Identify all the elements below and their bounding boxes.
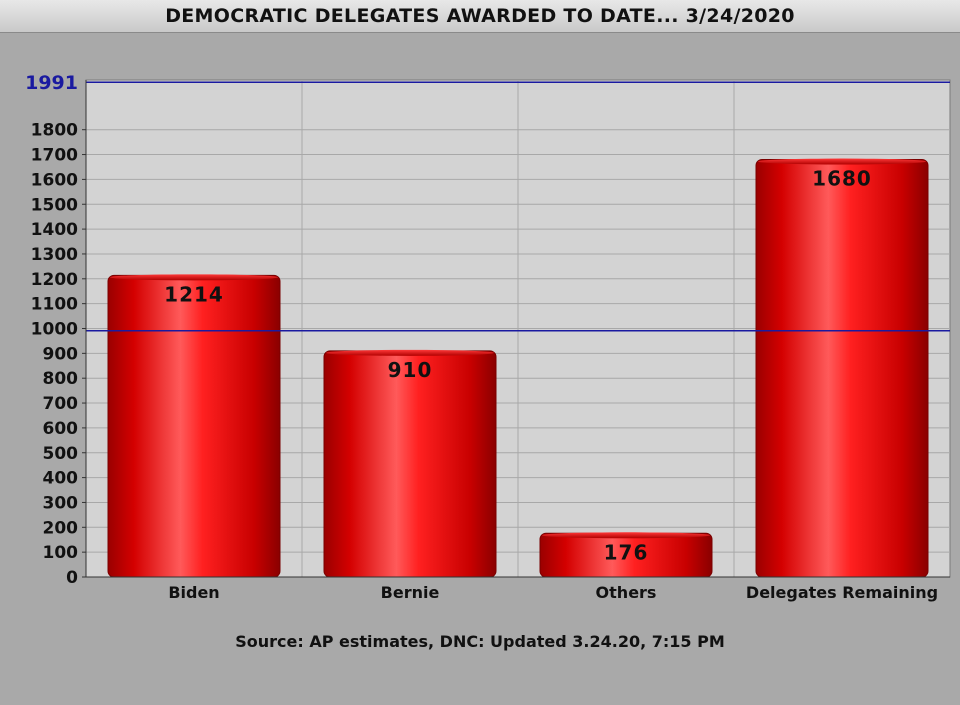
bar-biden (107, 274, 281, 578)
bar-cap (758, 158, 926, 165)
bar-cap (326, 349, 494, 356)
bar-value-label: 176 (604, 540, 649, 564)
y-tick-label: 400 (43, 469, 79, 489)
y-tick-label: 700 (43, 394, 79, 414)
y-tick-label: 600 (43, 419, 79, 439)
y-tick-label: 300 (43, 493, 79, 513)
y-tick-label: 1300 (31, 245, 78, 265)
x-category-label: Others (596, 583, 657, 602)
y-tick-label: 1600 (31, 170, 78, 190)
y-tick-label: 1700 (31, 146, 78, 166)
bar-cap (110, 274, 278, 281)
y-tick-label: 500 (43, 444, 79, 464)
y-tick-label: 0 (66, 568, 78, 588)
y-tick-label: 1100 (31, 295, 78, 315)
source-note: Source: AP estimates, DNC: Updated 3.24.… (235, 632, 725, 651)
y-tick-label: 200 (43, 518, 79, 538)
x-category-label: Biden (168, 583, 219, 602)
x-category-label: Delegates Remaining (746, 583, 938, 602)
x-category-label: Bernie (381, 583, 440, 602)
bar-delegates-remaining (755, 159, 929, 578)
y-tick-label: 1500 (31, 195, 78, 215)
reference-line-label: 1991 (25, 72, 78, 94)
chart-title: DEMOCRATIC DELEGATES AWARDED TO DATE... … (0, 0, 960, 33)
bar-value-label: 1680 (812, 167, 872, 191)
bar-value-label: 910 (388, 358, 433, 382)
y-tick-label: 100 (43, 543, 79, 563)
bar-value-label: 1214 (164, 282, 224, 306)
y-tick-label: 900 (43, 344, 79, 364)
y-tick-label: 1200 (31, 270, 78, 290)
y-tick-label: 1000 (31, 320, 78, 340)
bar-cap (542, 532, 710, 539)
y-tick-label: 800 (43, 369, 79, 389)
y-tick-label: 1400 (31, 220, 78, 240)
y-tick-label: 1800 (31, 121, 78, 141)
bar-bernie (323, 350, 497, 578)
